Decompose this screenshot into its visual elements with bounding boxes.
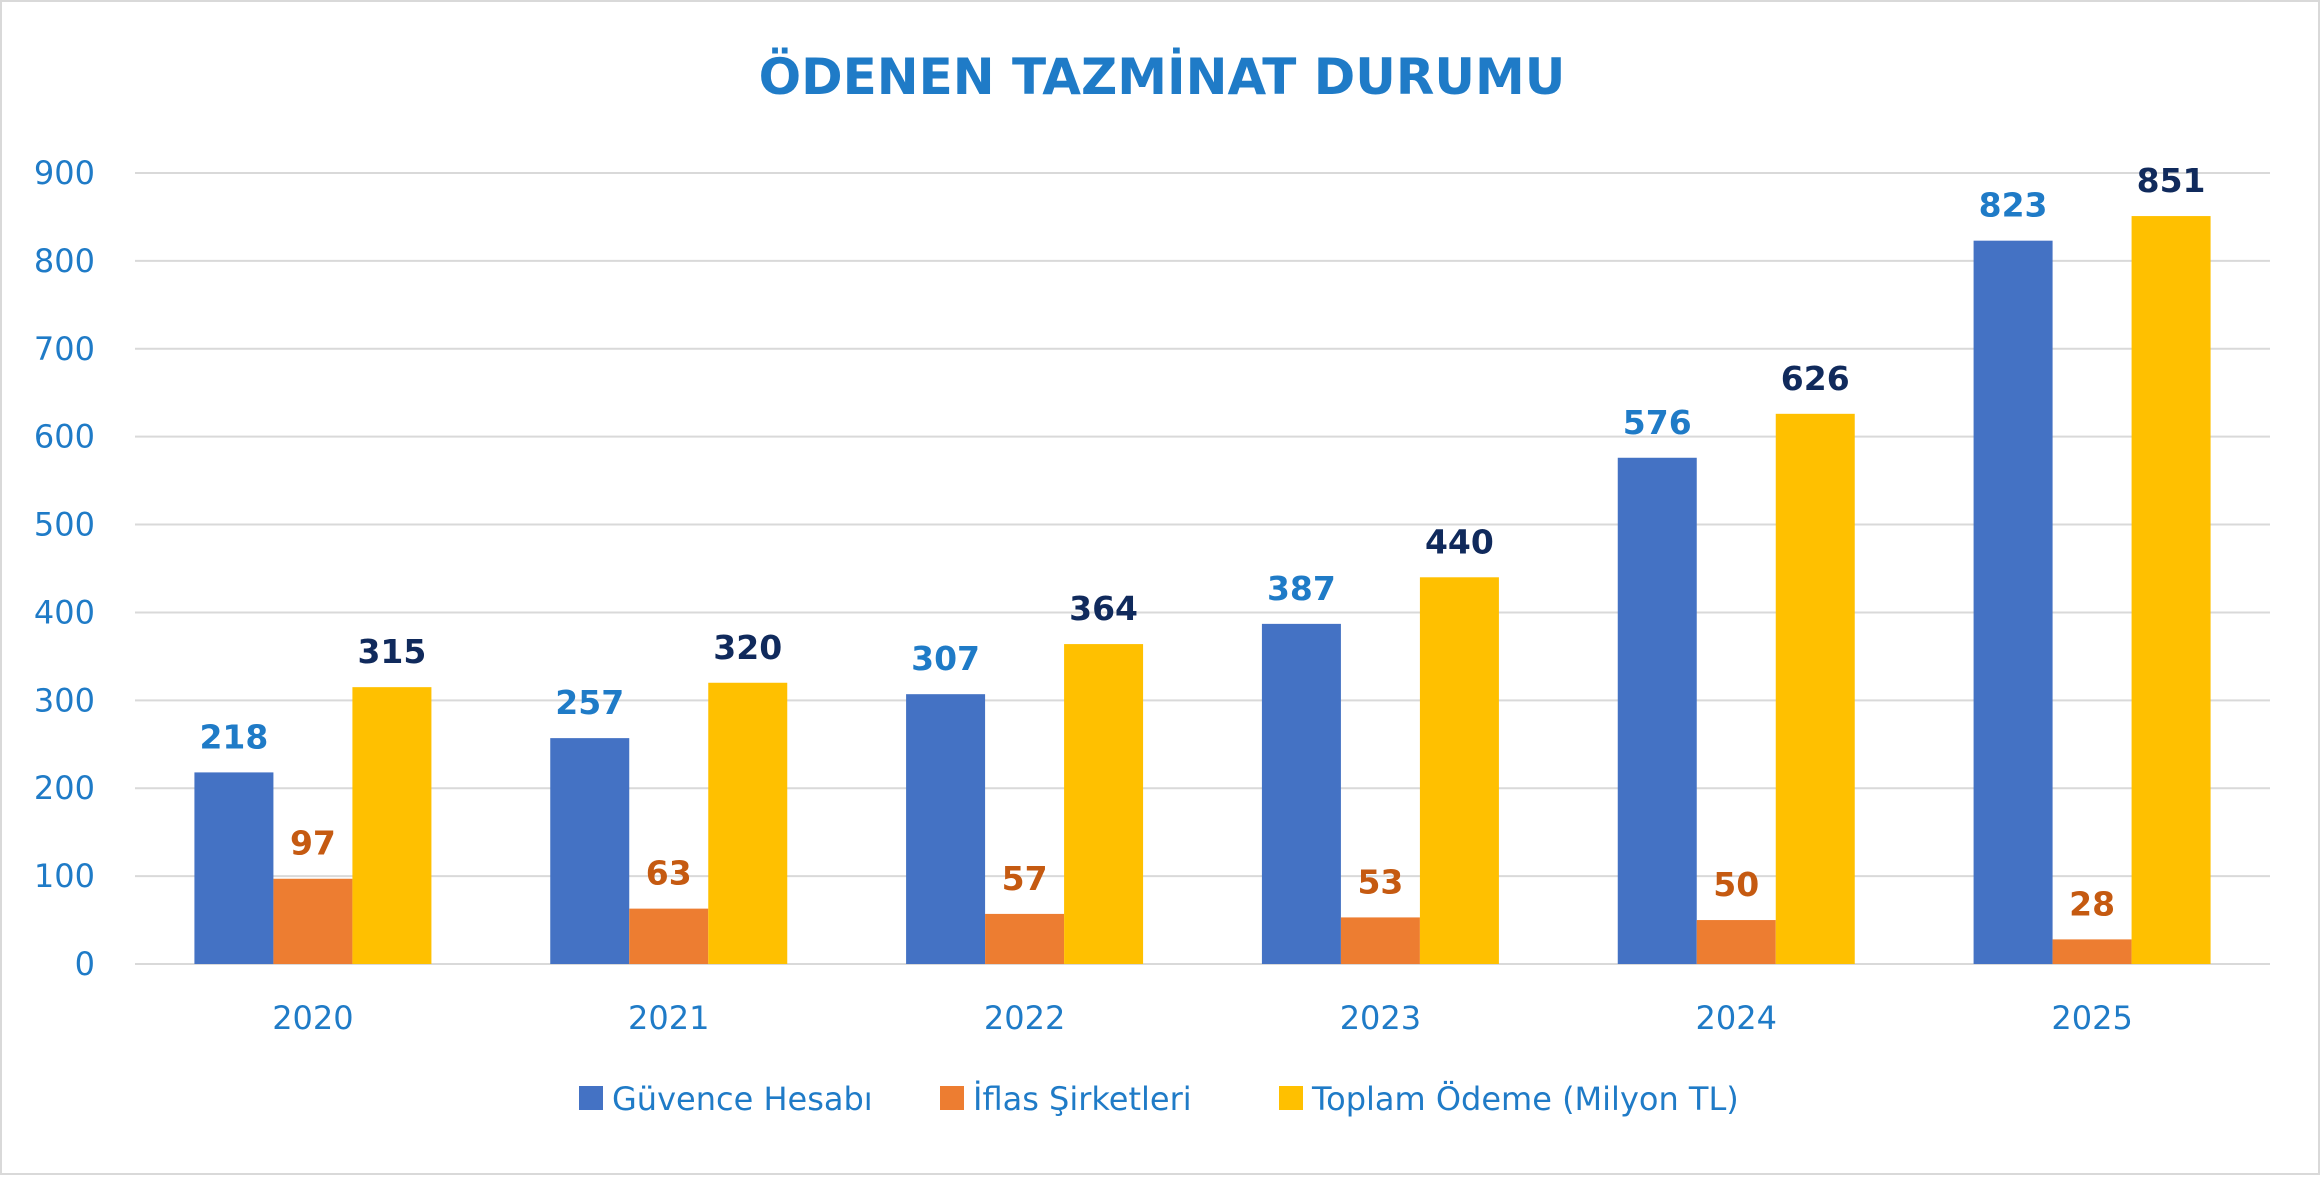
y-tick-label: 0 [75,945,95,983]
y-tick-label: 700 [34,330,95,368]
data-label: 440 [1425,522,1494,561]
legend-item: Toplam Ödeme (Milyon TL) [1279,1080,1739,1118]
bar [194,772,274,964]
data-label: 576 [1623,403,1692,442]
x-tick-label: 2024 [1696,999,1777,1037]
y-tick-label: 400 [34,593,95,631]
legend-item: İflas Şirketleri [940,1080,1192,1118]
data-label: 50 [1713,865,1759,904]
bar [1617,457,1697,964]
x-tick-label: 2021 [628,999,709,1037]
bar [352,687,432,964]
bar [1419,577,1499,964]
data-label: 218 [199,717,268,756]
bar [985,913,1065,964]
data-labels: 218 97 315 257 63 320 307 57 364 387 53 440 576 50 626… [199,161,2205,923]
legend-label: İflas Şirketleri [973,1080,1192,1118]
data-label: 28 [2069,884,2115,923]
data-label: 626 [1781,359,1850,398]
legend-swatch [940,1086,964,1110]
bar [550,738,630,964]
y-tick-label: 200 [34,769,95,807]
x-tick-label: 2020 [272,999,353,1037]
bar [1261,623,1341,964]
y-tick-label: 100 [34,857,95,895]
bar [273,878,353,964]
bar [2131,216,2211,964]
bar [708,682,788,964]
data-label: 57 [1002,859,1048,898]
y-tick-label: 900 [34,154,95,192]
legend-item: Güvence Hesabı [579,1080,873,1118]
data-label: 315 [357,632,426,671]
data-label: 851 [2137,161,2206,200]
legend: Güvence Hesabı İflas Şirketleri Toplam Öde… [579,1080,1739,1118]
bar [906,694,986,964]
data-label: 257 [555,683,624,722]
legend-label: Güvence Hesabı [612,1080,873,1118]
data-label: 387 [1267,569,1336,608]
x-tick-label: 2022 [984,999,1065,1037]
data-label: 364 [1069,589,1138,628]
bar [1696,920,1776,964]
data-label: 307 [911,639,980,678]
x-axis-ticks: 2020 2021 2022 2023 2024 2025 [272,999,2133,1037]
y-tick-label: 800 [34,242,95,280]
bar [1340,917,1420,964]
legend-label: Toplam Ödeme (Milyon TL) [1311,1080,1739,1118]
bar [1064,644,1144,964]
bar [2052,939,2132,964]
chart-title: ÖDENEN TAZMİNAT DURUMU [759,47,1566,106]
legend-swatch [1279,1086,1303,1110]
x-tick-label: 2023 [1340,999,1421,1037]
data-label: 823 [1979,186,2048,225]
data-label: 97 [290,824,336,863]
data-label: 320 [713,628,782,667]
bar [1775,413,1855,964]
y-tick-label: 500 [34,506,95,544]
bar [629,908,709,964]
grid-lines [135,172,2270,965]
y-tick-label: 600 [34,418,95,456]
bar [1973,240,2053,964]
legend-swatch [579,1086,603,1110]
y-tick-label: 300 [34,681,95,719]
x-tick-label: 2025 [2051,999,2132,1037]
data-label: 63 [646,854,692,893]
data-label: 53 [1357,862,1403,901]
y-axis-ticks: 0 100 200 300 400 500 600 700 800 900 [34,154,95,983]
bars [194,216,2211,964]
